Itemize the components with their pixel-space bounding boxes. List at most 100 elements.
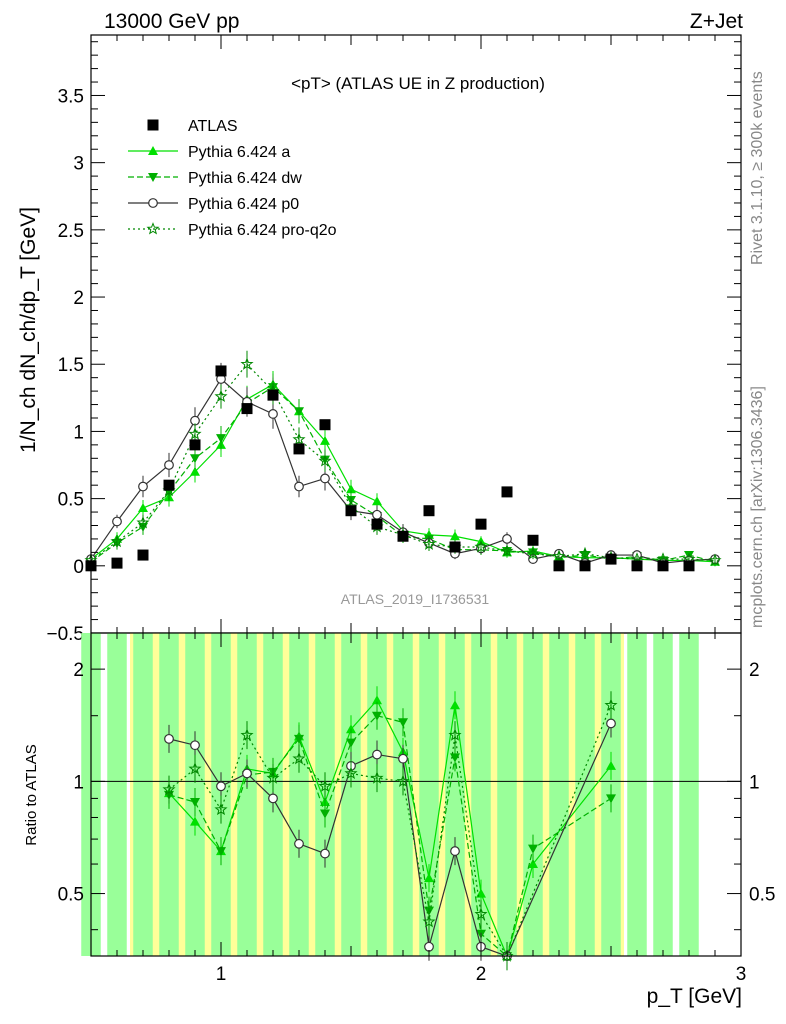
legend-marker [148, 146, 158, 155]
ratio-band-green [445, 633, 465, 956]
ratio-point [242, 768, 252, 779]
series-point [474, 540, 488, 553]
data-point [267, 389, 279, 401]
ratio-band-green [289, 633, 309, 956]
ratio-band-green [237, 633, 257, 956]
data-point [553, 560, 565, 572]
data-point [657, 560, 669, 572]
ratio-band-green [367, 633, 387, 956]
ratio-band-green [107, 633, 127, 956]
x-axis-label: p_T [GeV] [647, 985, 742, 1008]
ratio-point [216, 847, 226, 857]
ratio-point [188, 762, 202, 775]
legend-marker [146, 222, 160, 235]
ratio-series-line [168, 715, 612, 958]
series-point [138, 481, 148, 492]
ratio-tick-label: 0.5 [58, 885, 84, 906]
ratio-band-green [133, 633, 153, 956]
data-point [631, 560, 643, 572]
series-point [346, 484, 356, 494]
ratio-point [318, 779, 332, 792]
data-point [319, 419, 331, 431]
ratio-point [398, 753, 408, 764]
ratio-point [190, 740, 200, 751]
main-panel-content [84, 350, 722, 572]
main-panel-ticks: −0.5 0 0.5 1 1.5 2 2.5 3 3.5 [46, 35, 742, 645]
ratio-point [528, 859, 538, 869]
ratio-point [216, 781, 226, 792]
ratio-band-green [471, 633, 491, 956]
ratio-band-green [653, 633, 673, 956]
ratio-point [450, 846, 460, 856]
series-point [190, 466, 200, 476]
series-point [422, 537, 436, 550]
ratio-point [344, 766, 358, 780]
ratio-point [162, 782, 176, 796]
series-point [164, 460, 174, 470]
data-point [449, 541, 461, 553]
rivet-version-label: Rivet 3.1.10, ≥ 300k events [749, 71, 766, 265]
ratio-point [294, 838, 304, 849]
data-point [189, 439, 201, 451]
series-point [136, 515, 150, 529]
ratio-point [422, 914, 436, 928]
data-point [293, 443, 305, 455]
ratio-tick-label: 0.5 [749, 885, 775, 906]
ratio-panel-frame [90, 632, 742, 957]
ratio-point [266, 771, 280, 784]
ratio-band-green [679, 633, 699, 956]
legend-label: Pythia 6.424 p0 [188, 196, 299, 213]
series-point [552, 549, 566, 563]
ratio-band-green [523, 633, 543, 956]
ratio-point [450, 700, 460, 710]
y-axis-label: 1/N_ch dN_ch/dp_T [GeV] [17, 207, 40, 453]
ratio-band-green [497, 633, 517, 956]
ratio-point [268, 793, 278, 804]
ratio-point [500, 949, 514, 962]
legend-label: Pythia 6.424 pro-q2o [188, 222, 337, 239]
ratio-point [214, 802, 228, 816]
ratio-point [528, 844, 538, 854]
legend-label: ATLAS [188, 118, 238, 135]
ratio-point [606, 718, 616, 729]
ratio-point [190, 798, 200, 808]
series-point [450, 531, 460, 541]
y-tick-label: −0.5 [46, 624, 84, 645]
series-point [188, 427, 202, 440]
series-point [294, 407, 304, 417]
series-point [372, 509, 382, 520]
data-point [241, 403, 253, 415]
data-point [137, 549, 149, 561]
legend-label: Pythia 6.424 a [188, 144, 290, 161]
y-tick-label: 0 [73, 557, 84, 578]
ratio-point [372, 711, 382, 721]
ratio-point [372, 695, 382, 705]
x-tick-label: 3 [736, 964, 747, 985]
legend-label: Pythia 6.424 dw [188, 170, 302, 187]
x-tick-label: 1 [216, 964, 227, 985]
ratio-point [424, 873, 434, 883]
ratio-band-green [575, 633, 595, 956]
series-point [268, 409, 278, 419]
ratio-point [398, 718, 408, 728]
ratio-panel-content [81, 633, 741, 971]
data-point [501, 486, 513, 498]
data-point [423, 505, 435, 517]
ratio-panel-ticks: 1 2 3 0.5 0.5 1 1 2 2 [58, 633, 775, 985]
ratio-y-axis-label: Ratio to ATLAS [23, 744, 40, 845]
series-point [216, 434, 226, 444]
ratio-point [396, 774, 410, 787]
data-point [397, 530, 409, 542]
y-tick-label: 1 [73, 422, 84, 443]
data-point [345, 505, 357, 517]
ratio-point [450, 753, 460, 763]
data-point [527, 534, 539, 546]
series-point [292, 432, 306, 446]
ratio-tick-label: 2 [73, 660, 84, 681]
ratio-point [294, 734, 304, 744]
header-right-label: Z+Jet [690, 10, 743, 33]
series-point [502, 534, 512, 544]
data-series [85, 365, 695, 572]
series-point [138, 503, 148, 513]
